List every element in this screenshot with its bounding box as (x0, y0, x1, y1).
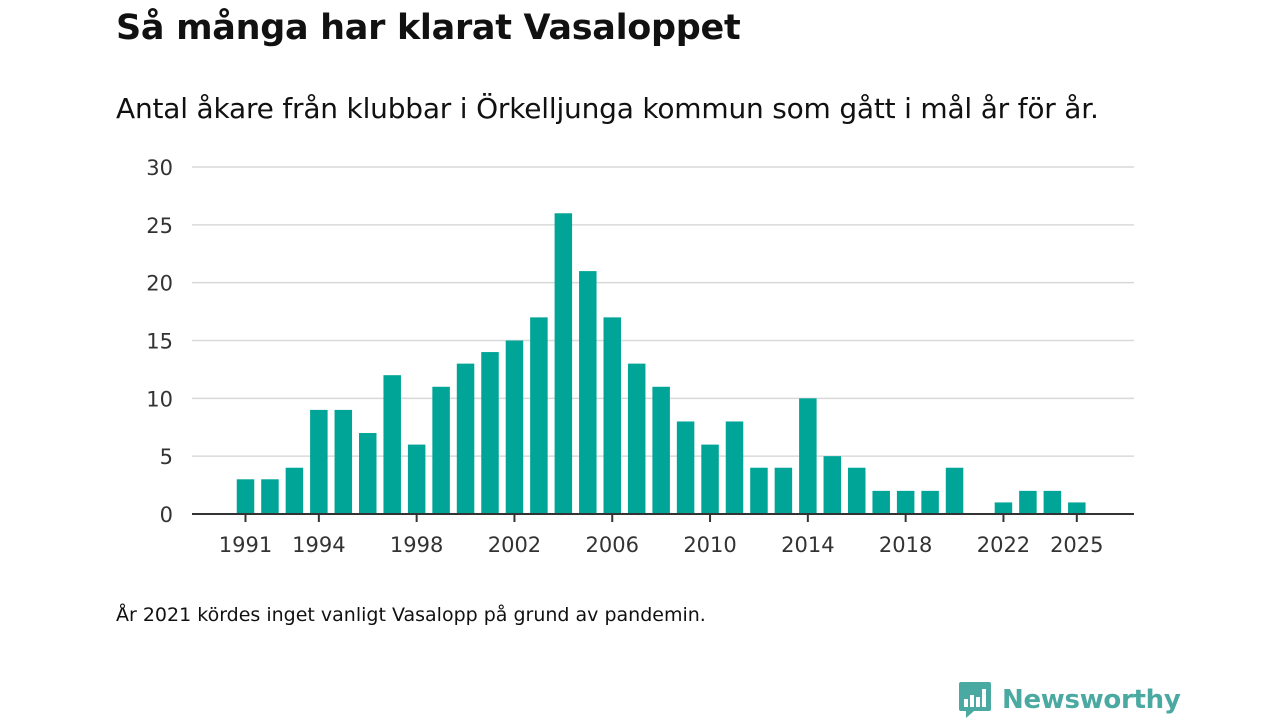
bar-2001 (481, 352, 499, 514)
bar-2022 (994, 502, 1013, 514)
bar-1996 (359, 433, 377, 514)
bar-2009 (676, 421, 695, 514)
x-tick-label: 2025 (1050, 533, 1103, 557)
bar-2013 (774, 467, 793, 514)
bar-2011 (725, 421, 744, 514)
brand-name: Newsworthy (1002, 685, 1181, 715)
chart-title: Så många har klarat Vasaloppet (116, 8, 741, 48)
bar-2023 (1019, 490, 1037, 514)
bar-2020 (945, 467, 964, 514)
bar-2024 (1043, 490, 1062, 514)
bar-1994 (310, 409, 328, 514)
bar-1995 (334, 409, 353, 514)
bar-2005 (579, 271, 597, 514)
x-tick-label: 2022 (977, 533, 1030, 557)
y-tick-label: 5 (160, 445, 173, 469)
x-tick-label: 1998 (390, 533, 443, 557)
bar-1992 (261, 479, 279, 514)
x-tick-label: 2010 (683, 533, 736, 557)
y-tick-label: 25 (146, 214, 173, 238)
bar-2014 (799, 398, 817, 514)
bar-1993 (285, 467, 304, 514)
bar-2025 (1068, 502, 1086, 514)
x-tick-label: 2014 (781, 533, 834, 557)
bar-2010 (701, 444, 719, 514)
chart-subtitle: Antal åkare från klubbar i Örkelljunga k… (116, 92, 1099, 125)
bar-2019 (921, 490, 939, 514)
bar-2012 (750, 467, 768, 514)
x-tick-label: 2006 (586, 533, 639, 557)
bar-1998 (407, 444, 426, 514)
x-tick-label: 2002 (488, 533, 541, 557)
bar-1991 (236, 479, 255, 514)
x-tick-label: 1994 (292, 533, 345, 557)
x-tick-label: 1991 (219, 533, 272, 557)
y-tick-label: 15 (146, 330, 173, 354)
bar-2017 (872, 490, 890, 514)
bar-2004 (554, 213, 573, 514)
x-tick-label: 2018 (879, 533, 932, 557)
bar-2007 (627, 363, 646, 514)
bar-2016 (848, 467, 866, 514)
bar-2018 (896, 490, 915, 514)
y-tick-label: 10 (146, 387, 173, 411)
bar-1997 (383, 375, 401, 514)
bars (236, 213, 1086, 514)
bar-1999 (432, 386, 450, 514)
newsworthy-logo-icon (959, 682, 991, 718)
bar-2006 (603, 317, 621, 514)
x-axis: 1991 1994 1998 2002 2006 2010 2014 2018 2022 2025 (192, 513, 1134, 557)
y-tick-label: 0 (160, 503, 173, 527)
y-axis: 0 5 10 15 20 25 30 (146, 156, 173, 527)
brand-logo: Newsworthy (958, 680, 1181, 720)
bar-2015 (823, 456, 842, 514)
y-tick-label: 20 (146, 272, 173, 296)
footnote: År 2021 kördes inget vanligt Vasalopp på… (116, 604, 706, 626)
bar-2008 (652, 386, 670, 514)
bar-2003 (530, 317, 548, 514)
y-tick-label: 30 (146, 156, 173, 180)
bar-2000 (456, 363, 475, 514)
bar-2002 (505, 340, 524, 514)
